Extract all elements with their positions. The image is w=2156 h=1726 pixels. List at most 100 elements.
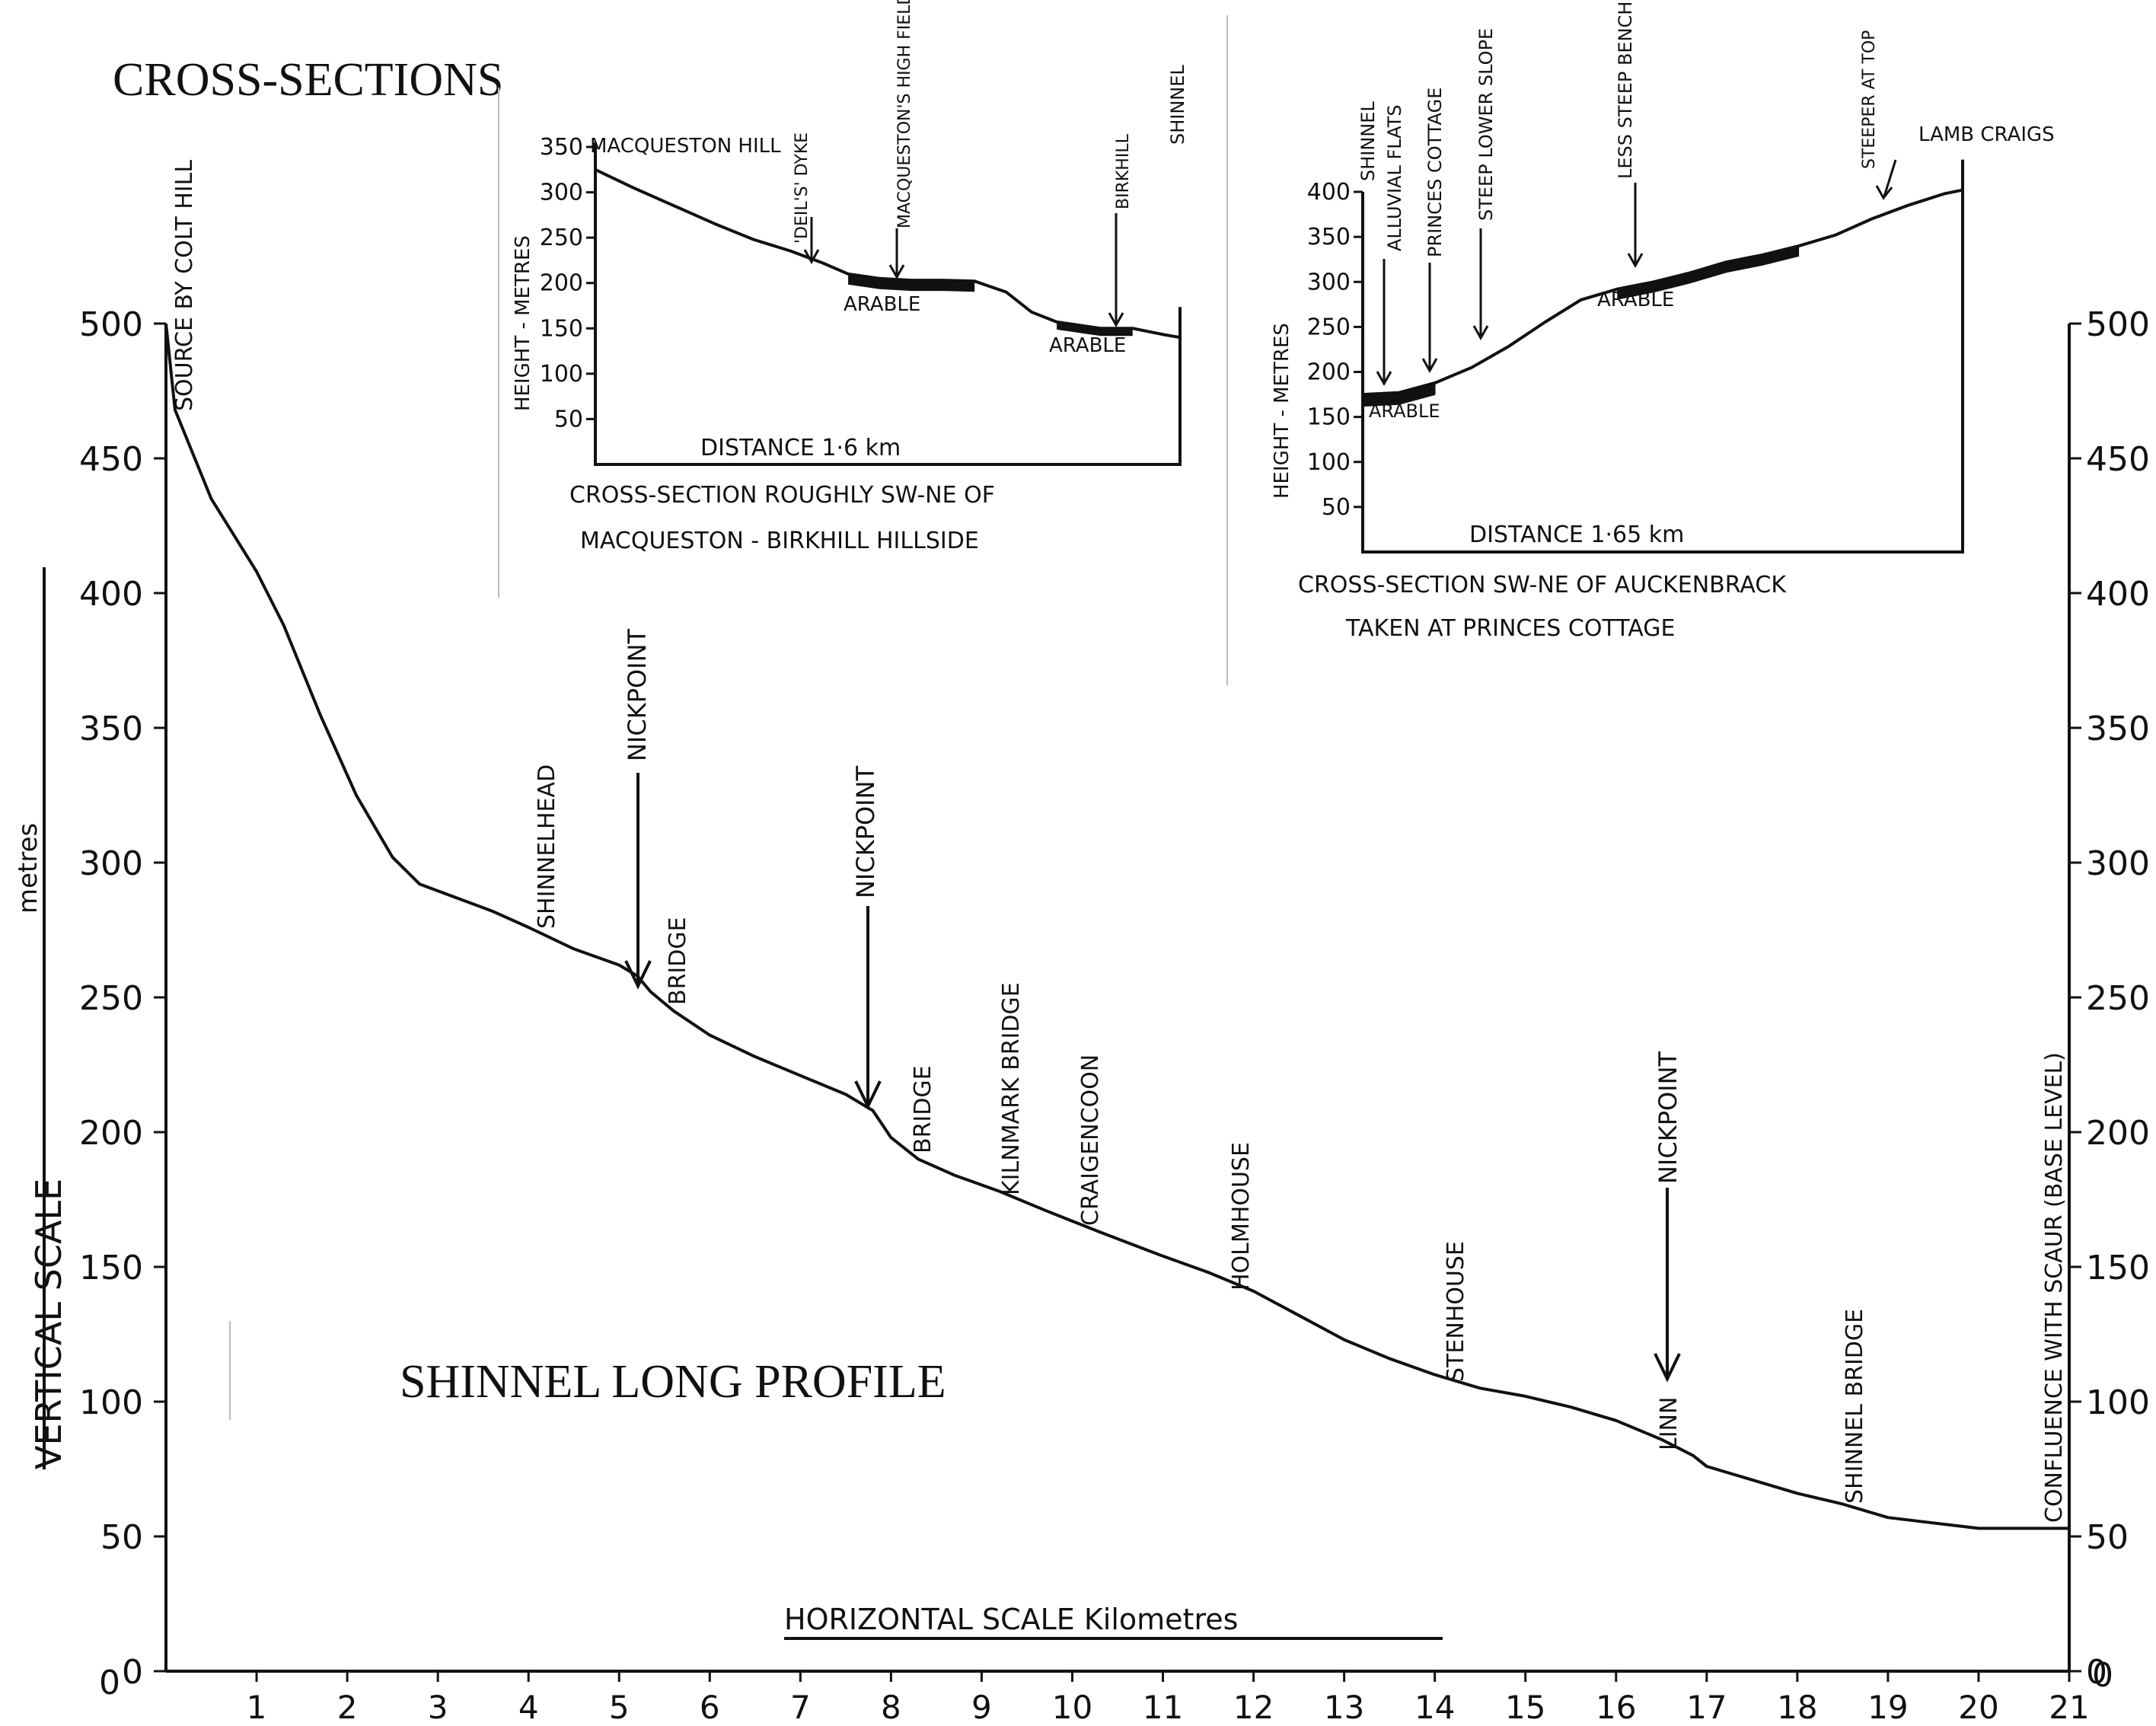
cs1-label-birkhill: BIRKHILL	[1114, 133, 1133, 209]
x-tick-label: 20	[1958, 1689, 1998, 1726]
nickpoint-arrowhead-3	[1654, 1353, 1681, 1383]
cs2-label-arable-a: ARABLE	[1369, 400, 1440, 422]
cs-y-tick-label: 350	[1307, 224, 1351, 250]
cs-y-tick-label: 50	[554, 406, 583, 432]
y-tick-label-left: 450	[79, 440, 143, 479]
cs-y-tick-label: 300	[1307, 269, 1351, 295]
x-tick-label: 6	[700, 1689, 720, 1726]
cs-y-tick-label: 400	[1307, 179, 1351, 206]
x-tick-label: 4	[518, 1689, 539, 1726]
cs1-caption-line1: CROSS-SECTION ROUGHLY SW-NE OF	[569, 482, 995, 509]
cs2-arrows	[1376, 159, 1897, 387]
x-tick-label: 16	[1596, 1689, 1636, 1726]
x-tick-label: 3	[428, 1689, 448, 1726]
y-tick-label-right: 150	[2086, 1249, 2150, 1287]
label-stenhouse: STENHOUSE	[1443, 1241, 1469, 1382]
cs1-arrows	[803, 213, 1124, 328]
y-tick-label-right: 450	[2086, 440, 2150, 479]
label-shinnel-bridge: SHINNEL BRIDGE	[1842, 1309, 1868, 1504]
cs2-distance-label: DISTANCE 1·65 km	[1469, 522, 1684, 548]
nickpoint-arrowhead-1	[624, 960, 652, 990]
y-tick-label-right: 350	[2086, 710, 2150, 748]
label-nickpoint-2: NICKPOINT	[851, 765, 880, 898]
y-tick-label-right: 300	[2086, 844, 2150, 883]
cs-y-tick-label: 200	[540, 270, 583, 297]
nickpoint-arrows	[624, 773, 1681, 1383]
cs2-label-steeper-at-top: STEEPER AT TOP	[1860, 30, 1879, 169]
cs2-label-princes-cottage: PRINCES COTTAGE	[1424, 88, 1446, 257]
cs-y-tick-label: 100	[540, 361, 583, 388]
x-tick-label: 11	[1143, 1689, 1183, 1726]
y-tick-label-right: 0	[2086, 1653, 2107, 1692]
cs2-y-label: HEIGHT - METRES	[1271, 323, 1293, 499]
x-tick-label: 8	[881, 1689, 901, 1726]
label-bridge-2: BRIDGE	[910, 1065, 936, 1153]
cs1-frame	[594, 142, 1182, 466]
long-profile-line	[164, 323, 2069, 1530]
x-tick-label: 5	[609, 1689, 630, 1726]
label-linn: LINN	[1656, 1397, 1682, 1450]
cs1-label-macqueston-hill: MACQUESTON HILL	[590, 135, 781, 158]
x-tick-label: 13	[1324, 1689, 1364, 1726]
nickpoint-arrowhead-2	[854, 1080, 882, 1110]
cs-y-tick-label: 150	[540, 315, 583, 342]
x-tick-label: 15	[1505, 1689, 1545, 1726]
x-origin-label-right: 0	[2092, 1656, 2113, 1695]
x-tick-label: 12	[1233, 1689, 1274, 1726]
x-tick-label: 17	[1686, 1689, 1727, 1726]
cs1-profile-line	[595, 167, 1181, 340]
cs-y-tick-label: 250	[540, 225, 583, 251]
cs2-label-less-steep-bench: LESS STEEP BENCH	[1615, 2, 1636, 179]
cs-y-tick-label: 250	[1307, 314, 1351, 340]
cs1-distance-label: DISTANCE 1·6 km	[700, 435, 901, 461]
y-tick-label-left: 250	[79, 979, 143, 1018]
x-tick-label: 14	[1414, 1689, 1455, 1726]
y-tick-label-left: 150	[79, 1249, 143, 1287]
units-label: metres	[13, 823, 43, 914]
cs2-label-lamb-craigs: LAMB CRAIGS	[1918, 123, 2055, 146]
cs1-label-deils-dyke: 'DEIL'S' DYKE	[793, 132, 812, 244]
cs2-label-arable-b: ARABLE	[1597, 289, 1674, 311]
y-tick-label-left: 300	[79, 844, 143, 883]
cs-y-tick-label: 300	[540, 180, 583, 206]
cs-y-tick-label: 150	[1307, 404, 1351, 431]
y-tick-label-right: 200	[2086, 1114, 2150, 1153]
cs2-arable-band-2	[1617, 245, 1800, 300]
x-tick-label: 1	[247, 1689, 267, 1726]
y-tick-label-right: 500	[2086, 305, 2150, 344]
y-tick-label-left: 100	[79, 1383, 143, 1422]
cs2-label-steep-lower-slope: STEEP LOWER SLOPE	[1475, 28, 1497, 221]
x-tick-label: 10	[1052, 1689, 1092, 1726]
label-kilnmark-bridge: KILNMARK BRIDGE	[998, 982, 1025, 1195]
y-tick-label-left: 50	[100, 1518, 143, 1557]
cs2-profile-line	[1362, 188, 1963, 397]
cs1-caption-line2: MACQUESTON - BIRKHILL HILLSIDE	[580, 528, 979, 554]
cs1-label-high-fields: MACQUESTON'S HIGH FIELDS	[895, 0, 914, 228]
cs1-label-shinnel: SHINNEL	[1167, 65, 1188, 145]
label-nickpoint-1: NICKPOINT	[623, 628, 652, 761]
cs1-label-arable-2: ARABLE	[1049, 334, 1126, 357]
x-tick-label: 18	[1777, 1689, 1817, 1726]
label-confluence: CONFLUENCE WITH SCAUR (BASE LEVEL)	[2041, 1052, 2068, 1523]
cs2-label-alluvial-flats: ALLUVIAL FLATS	[1384, 104, 1405, 251]
x-tick-label: 7	[790, 1689, 811, 1726]
x-tick-label: 2	[337, 1689, 358, 1726]
y-tick-label-right: 50	[2086, 1518, 2129, 1557]
cs1-y-label: HEIGHT - METRES	[512, 235, 534, 411]
y-tick-label-left: 0	[122, 1653, 143, 1692]
cs-y-tick-label: 200	[1307, 359, 1351, 386]
y-tick-label-right: 400	[2086, 575, 2150, 614]
y-tick-label-right: 100	[2086, 1383, 2150, 1422]
long-profile-title: SHINNEL LONG PROFILE	[400, 1356, 946, 1408]
x-tick-label: 21	[2049, 1689, 2089, 1726]
label-bridge-1: BRIDGE	[665, 917, 691, 1005]
y-tick-label-left: 400	[79, 575, 143, 614]
y-tick-label-left: 200	[79, 1114, 143, 1153]
label-nickpoint-3: NICKPOINT	[1654, 1051, 1682, 1184]
label-shinnelhead: SHINNELHEAD	[534, 764, 560, 929]
vertical-scale-label: VERTICAL SCALE	[28, 1179, 69, 1469]
cs2-caption-line1: CROSS-SECTION SW-NE OF AUCKENBRACK	[1298, 572, 1787, 598]
cs-y-tick-label: 350	[540, 134, 583, 161]
cs2-caption-line2: TAKEN AT PRINCES COTTAGE	[1345, 615, 1675, 642]
